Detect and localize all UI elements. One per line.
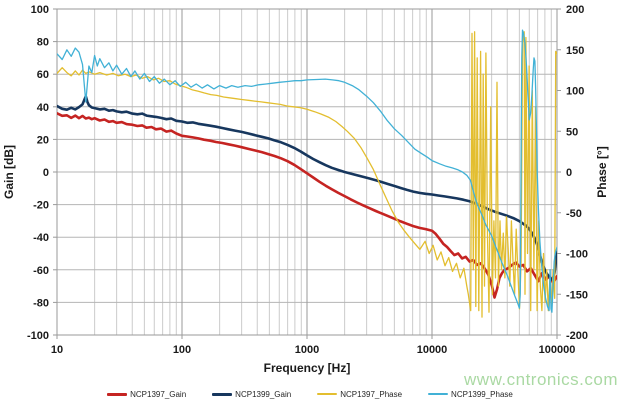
legend-item-ncp1399-phase: NCP1399_Phase (428, 390, 513, 399)
series-ncp1397-gain (57, 112, 557, 299)
phase-tick-label: -200 (566, 330, 588, 342)
legend-item-ncp1397-gain: NCP1397_Gain (107, 390, 186, 399)
gain-tick-label: 80 (37, 37, 49, 49)
legend-label: NCP1397_Phase (340, 389, 403, 399)
x-axis-title: Frequency [Hz] (264, 361, 351, 375)
series-ncp1399-gain (57, 94, 557, 281)
series-ncp1399-phase (57, 29, 557, 313)
series-group (57, 29, 557, 318)
gain-tick-label: 100 (31, 4, 49, 16)
watermark: www.cntronics.com (464, 370, 618, 389)
legend-label: NCP1397_Gain (130, 389, 187, 399)
gain-tick-label: -100 (27, 330, 49, 342)
freq-tick-label: 10000 (417, 344, 448, 356)
legend-label: NCP1399_Gain (235, 389, 292, 399)
legend: NCP1397_Gain NCP1399_Gain NCP1397_Phase NCP… (0, 386, 620, 402)
gain-axis-title: Gain [dB] (2, 145, 16, 199)
freq-tick-label: 1000 (295, 344, 319, 356)
gain-tick-label: 40 (37, 102, 49, 114)
phase-tick-label: -150 (566, 289, 588, 301)
gain-tick-label: 60 (37, 69, 49, 81)
phase-tick-label: -50 (566, 208, 582, 220)
phase-tick-label: 150 (566, 45, 584, 57)
legend-label: NCP1399_Phase (451, 389, 513, 399)
gain-tick-label: -20 (33, 200, 49, 212)
legend-swatch (107, 392, 128, 396)
phase-tick-label: 0 (566, 167, 572, 179)
phase-tick-label: 50 (566, 126, 578, 138)
legend-swatch (317, 393, 338, 395)
legend-item-ncp1397-phase: NCP1397_Phase (317, 390, 402, 399)
gain-tick-label: -60 (33, 265, 49, 277)
legend-swatch (428, 393, 449, 395)
phase-tick-label: 200 (566, 4, 584, 16)
gain-tick-label: 0 (43, 167, 49, 179)
phase-tick-label: -100 (566, 249, 588, 261)
freq-tick-label: 100000 (539, 344, 576, 356)
gain-tick-label: 20 (37, 134, 49, 146)
freq-tick-label: 100 (173, 344, 191, 356)
legend-item-ncp1399-gain: NCP1399_Gain (212, 390, 291, 399)
freq-tick-label: 10 (51, 344, 63, 356)
phase-axis-title: Phase [°] (595, 146, 609, 197)
gain-tick-label: -40 (33, 232, 49, 244)
legend-swatch (212, 392, 233, 396)
phase-tick-label: 100 (566, 86, 584, 98)
gain-tick-label: -80 (33, 297, 49, 309)
